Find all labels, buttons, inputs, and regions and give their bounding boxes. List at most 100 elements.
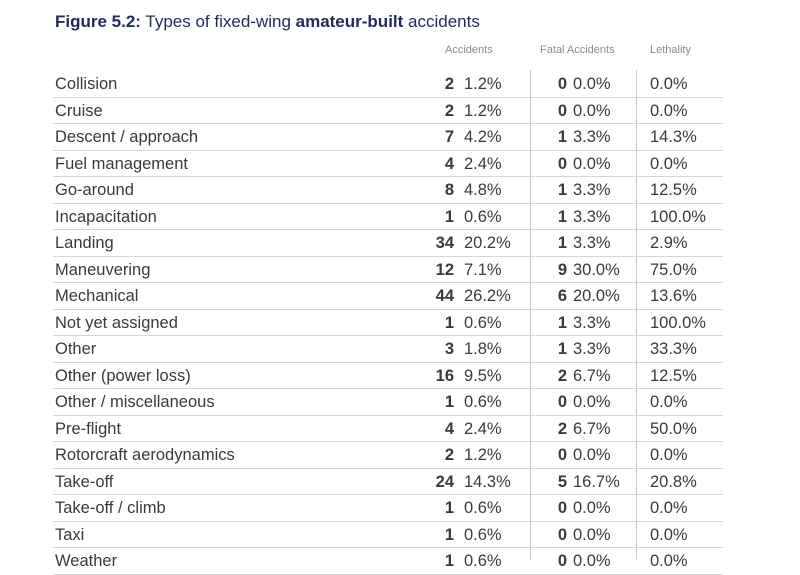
fatal-percent: 0.0% [573, 154, 611, 173]
fatal-count: 0 [557, 525, 567, 544]
accident-table: Collision 2 1.2% 0 0.0% 0.0% Cruise 2 1.2% 0 0.0% 0… [53, 71, 723, 575]
accidents-count: 24 [435, 472, 454, 491]
fatal-count: 1 [557, 313, 567, 332]
category-cell: Fuel management [55, 154, 188, 173]
fatal-count: 2 [557, 366, 567, 385]
lethality-cell: 13.6% [650, 287, 697, 305]
title-bold: amateur-built [295, 12, 404, 31]
accidents-percent: 1.2% [464, 75, 502, 93]
fatal-count: 1 [557, 181, 567, 199]
column-divider [636, 70, 637, 560]
fatal-count: 2 [557, 419, 567, 438]
category-cell: Mechanical [55, 287, 139, 305]
lethality-cell: 0.0% [650, 101, 688, 120]
accidents-percent: 0.6% [464, 552, 502, 570]
fatal-percent: 0.0% [573, 75, 611, 93]
title-text-1: Types of fixed-wing [140, 12, 296, 31]
table-row: Fuel management 4 2.4% 0 0.0% 0.0% [53, 151, 723, 177]
category-cell: Descent / approach [55, 128, 199, 146]
fatal-percent: 16.7% [573, 472, 620, 491]
fatal-count: 6 [557, 287, 567, 305]
lethality-cell: 0.0% [650, 154, 688, 173]
accidents-percent: 2.4% [464, 154, 502, 173]
table-row: Other / miscellaneous 1 0.6% 0 0.0% 0.0% [53, 389, 723, 416]
accidents-count: 4 [444, 419, 454, 438]
lethality-cell: 12.5% [650, 366, 697, 385]
accidents-count: 1 [444, 525, 454, 544]
fatal-percent: 3.3% [573, 181, 611, 199]
lethality-cell: 75.0% [650, 260, 697, 279]
lethality-cell: 0.0% [650, 446, 688, 464]
lethality-cell: 0.0% [650, 525, 688, 544]
fatal-count: 0 [557, 393, 567, 411]
accidents-percent: 26.2% [464, 287, 511, 305]
table-row: Other (power loss) 16 9.5% 2 6.7% 12.5% [53, 363, 723, 389]
accidents-count: 4 [444, 154, 454, 173]
accidents-percent: 0.6% [464, 525, 502, 544]
accidents-count: 1 [444, 313, 454, 332]
accidents-count: 8 [444, 181, 454, 199]
fatal-percent: 6.7% [573, 419, 611, 438]
fatal-percent: 0.0% [573, 552, 611, 570]
figure-title: Figure 5.2: Types of fixed-wing amateur-… [55, 12, 480, 32]
fatal-percent: 0.0% [573, 525, 611, 544]
accidents-percent: 1.2% [464, 446, 502, 464]
accidents-percent: 14.3% [464, 472, 511, 491]
table-row: Pre-flight 4 2.4% 2 6.7% 50.0% [53, 416, 723, 442]
accidents-count: 1 [444, 552, 454, 570]
accidents-count: 2 [444, 446, 454, 464]
accidents-count: 2 [444, 75, 454, 93]
header-lethality: Lethality [650, 44, 691, 56]
category-cell: Other (power loss) [55, 366, 191, 385]
table-row: Taxi 1 0.6% 0 0.0% 0.0% [53, 522, 723, 548]
table-row: Take-off / climb 1 0.6% 0 0.0% 0.0% [53, 495, 723, 522]
lethality-cell: 50.0% [650, 419, 697, 438]
category-cell: Landing [55, 234, 114, 252]
category-cell: Weather [55, 552, 118, 570]
fatal-percent: 0.0% [573, 446, 611, 464]
category-cell: Other / miscellaneous [55, 393, 215, 411]
accidents-count: 1 [444, 499, 454, 517]
accidents-count: 1 [444, 207, 454, 226]
category-cell: Rotorcraft aerodynamics [55, 446, 235, 464]
table-row: Landing 34 20.2% 1 3.3% 2.9% [53, 230, 723, 257]
category-cell: Take-off / climb [55, 499, 166, 517]
fatal-count: 9 [557, 260, 567, 279]
category-cell: Collision [55, 75, 118, 93]
lethality-cell: 0.0% [650, 552, 688, 570]
fatal-count: 1 [557, 207, 567, 226]
accidents-percent: 0.6% [464, 313, 502, 332]
category-cell: Incapacitation [55, 207, 157, 226]
lethality-cell: 33.3% [650, 340, 697, 358]
fatal-percent: 0.0% [573, 101, 611, 120]
column-divider [530, 70, 531, 560]
lethality-cell: 0.0% [650, 499, 688, 517]
fatal-percent: 3.3% [573, 313, 611, 332]
fatal-percent: 3.3% [573, 340, 611, 358]
category-cell: Not yet assigned [55, 313, 178, 332]
fatal-count: 1 [557, 128, 567, 146]
accidents-count: 3 [444, 340, 454, 358]
title-text-2: accidents [403, 12, 480, 31]
fatal-percent: 20.0% [573, 287, 620, 305]
fatal-count: 0 [557, 446, 567, 464]
lethality-cell: 100.0% [650, 313, 706, 332]
category-cell: Taxi [55, 525, 85, 544]
accidents-percent: 4.8% [464, 181, 502, 199]
table-row: Cruise 2 1.2% 0 0.0% 0.0% [53, 98, 723, 124]
table-row: Maneuvering 12 7.1% 9 30.0% 75.0% [53, 257, 723, 283]
accidents-percent: 9.5% [464, 366, 502, 385]
table-row: Mechanical 44 26.2% 6 20.0% 13.6% [53, 283, 723, 310]
lethality-cell: 0.0% [650, 393, 688, 411]
accidents-percent: 4.2% [464, 128, 502, 146]
figure-number: Figure 5.2: [55, 12, 141, 31]
fatal-count: 0 [557, 499, 567, 517]
category-cell: Pre-flight [55, 419, 122, 438]
table-row: Weather 1 0.6% 0 0.0% 0.0% [53, 548, 723, 575]
table-row: Incapacitation 1 0.6% 1 3.3% 100.0% [53, 204, 723, 230]
accidents-count: 34 [435, 234, 454, 252]
lethality-cell: 2.9% [650, 234, 688, 252]
lethality-cell: 12.5% [650, 181, 697, 199]
table-row: Go-around 8 4.8% 1 3.3% 12.5% [53, 177, 723, 204]
fatal-percent: 3.3% [573, 207, 611, 226]
